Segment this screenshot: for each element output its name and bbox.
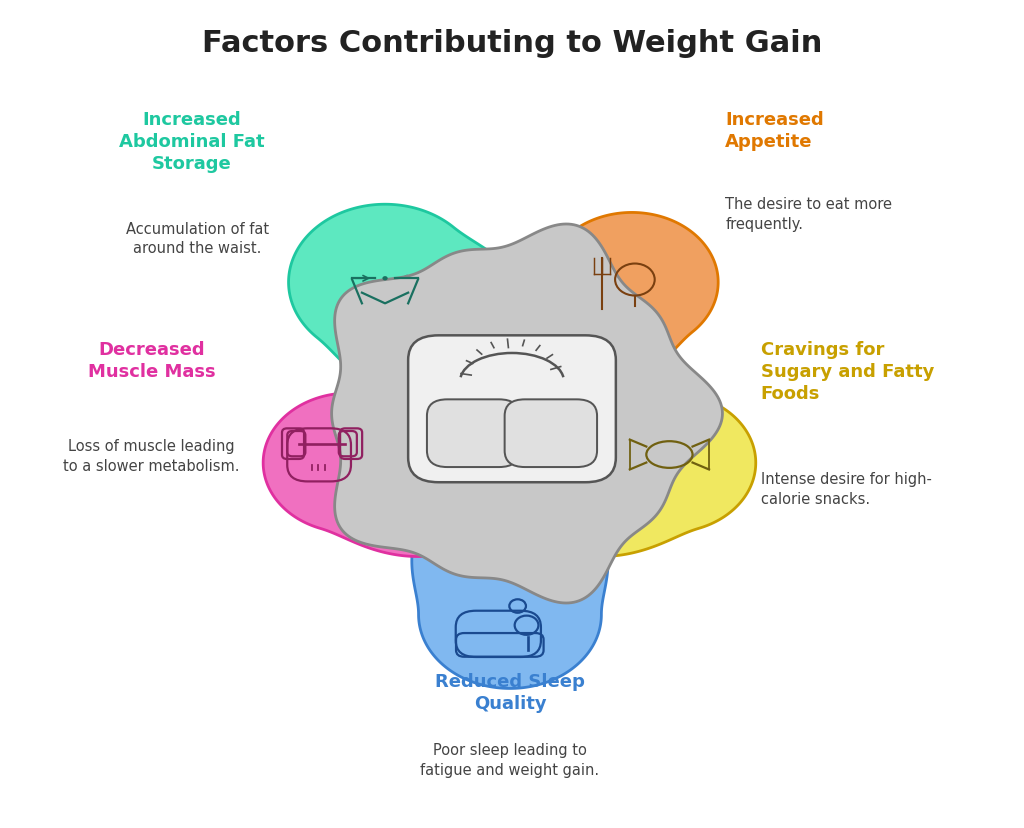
Polygon shape [507, 393, 756, 557]
Polygon shape [332, 224, 723, 604]
Text: Reduced Sleep
Quality: Reduced Sleep Quality [435, 672, 585, 712]
Text: Accumulation of fat
around the waist.: Accumulation of fat around the waist. [126, 221, 268, 256]
Polygon shape [492, 213, 718, 396]
Text: Increased
Abdominal Fat
Storage: Increased Abdominal Fat Storage [119, 111, 265, 173]
Text: Decreased
Muscle Mass: Decreased Muscle Mass [88, 340, 215, 380]
Circle shape [382, 277, 388, 281]
Text: Cravings for
Sugary and Fatty
Foods: Cravings for Sugary and Fatty Foods [761, 340, 934, 402]
Text: Poor sleep leading to
fatigue and weight gain.: Poor sleep leading to fatigue and weight… [421, 742, 599, 777]
FancyBboxPatch shape [409, 336, 615, 483]
Text: Increased
Appetite: Increased Appetite [725, 111, 824, 151]
Polygon shape [263, 393, 512, 557]
Text: Intense desire for high-
calorie snacks.: Intense desire for high- calorie snacks. [761, 471, 932, 506]
Polygon shape [289, 205, 539, 407]
FancyBboxPatch shape [427, 400, 519, 468]
FancyBboxPatch shape [505, 400, 597, 468]
Text: Factors Contributing to Weight Gain: Factors Contributing to Weight Gain [202, 29, 822, 58]
Text: Loss of muscle leading
to a slower metabolism.: Loss of muscle leading to a slower metab… [63, 439, 240, 474]
Text: The desire to eat more
frequently.: The desire to eat more frequently. [725, 197, 892, 232]
Polygon shape [412, 471, 608, 689]
